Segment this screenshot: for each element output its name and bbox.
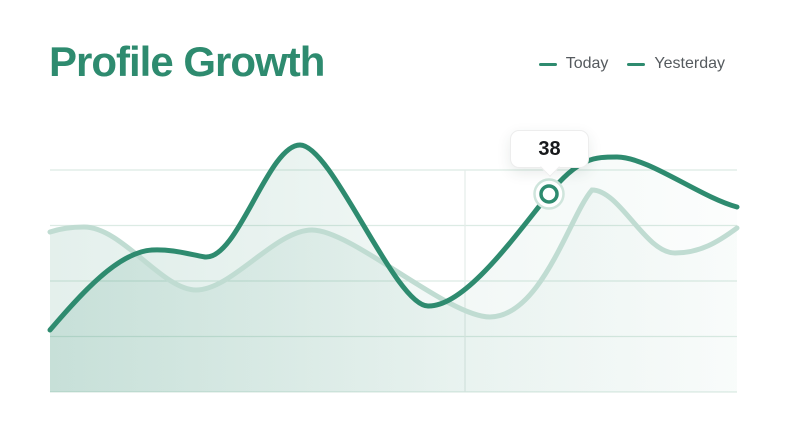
yesterday-line bbox=[47, 187, 740, 320]
active-point-marker[interactable] bbox=[533, 178, 565, 210]
today-area bbox=[50, 145, 737, 392]
legend-item-yesterday[interactable]: Yesterday bbox=[627, 55, 725, 73]
legend-item-today[interactable]: Today bbox=[538, 55, 609, 73]
page-title: Profile Growth bbox=[49, 38, 325, 85]
today-line bbox=[47, 142, 740, 333]
legend-label-yesterday: Yesterday bbox=[654, 55, 725, 72]
yesterday-line-icon bbox=[627, 62, 646, 66]
tooltip-value: 38 bbox=[538, 137, 561, 160]
legend-label-today: Today bbox=[565, 55, 609, 72]
tooltip: 38 bbox=[510, 130, 589, 168]
today-line-icon bbox=[538, 62, 557, 66]
legend: Today Yesterday bbox=[538, 55, 725, 73]
